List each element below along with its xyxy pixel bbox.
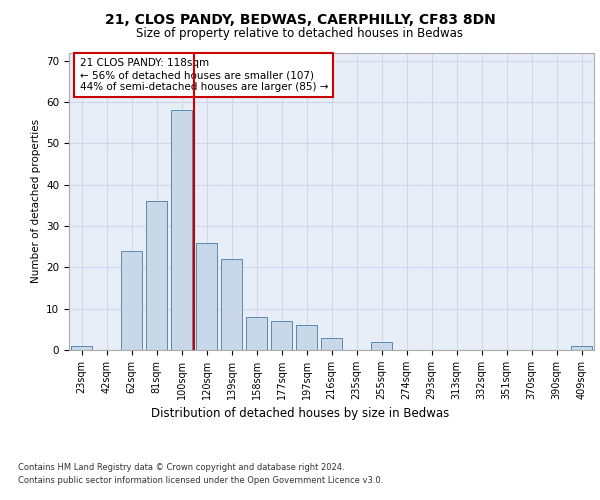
Bar [571, 346, 592, 350]
Bar [171, 110, 192, 350]
Bar [121, 251, 142, 350]
Text: Distribution of detached houses by size in Bedwas: Distribution of detached houses by size … [151, 408, 449, 420]
Y-axis label: Number of detached properties: Number of detached properties [31, 119, 41, 284]
Bar [71, 346, 92, 350]
Bar [196, 242, 217, 350]
Bar [321, 338, 342, 350]
Bar [371, 342, 392, 350]
Bar [271, 321, 292, 350]
Bar [246, 317, 267, 350]
Bar [146, 201, 167, 350]
Text: 21, CLOS PANDY, BEDWAS, CAERPHILLY, CF83 8DN: 21, CLOS PANDY, BEDWAS, CAERPHILLY, CF83… [104, 12, 496, 26]
Text: 21 CLOS PANDY: 118sqm
← 56% of detached houses are smaller (107)
44% of semi-det: 21 CLOS PANDY: 118sqm ← 56% of detached … [79, 58, 328, 92]
Bar [221, 259, 242, 350]
Text: Contains HM Land Registry data © Crown copyright and database right 2024.: Contains HM Land Registry data © Crown c… [18, 462, 344, 471]
Text: Size of property relative to detached houses in Bedwas: Size of property relative to detached ho… [137, 28, 464, 40]
Text: Contains public sector information licensed under the Open Government Licence v3: Contains public sector information licen… [18, 476, 383, 485]
Bar [296, 325, 317, 350]
